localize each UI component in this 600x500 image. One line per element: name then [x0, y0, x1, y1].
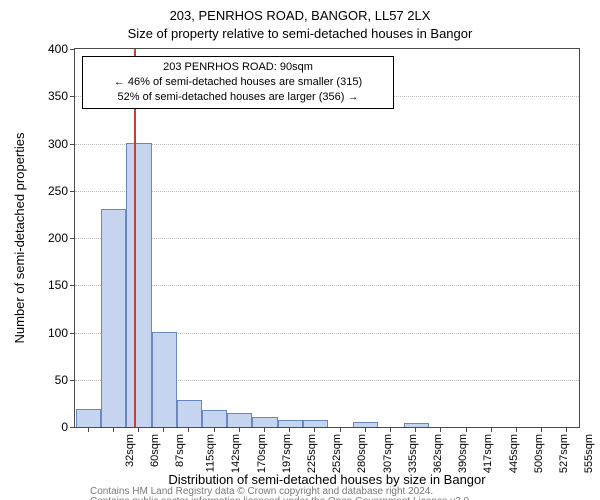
x-tick-mark: [415, 427, 416, 432]
x-tick-label: 60sqm: [149, 434, 161, 467]
y-tick-mark: [70, 285, 75, 286]
x-tick-label: 280sqm: [357, 434, 369, 473]
x-tick-label: 142sqm: [231, 434, 243, 473]
x-tick-mark: [264, 427, 265, 432]
y-tick-mark: [70, 144, 75, 145]
x-axis-label: Distribution of semi-detached houses by …: [74, 472, 580, 487]
x-tick-label: 87sqm: [174, 434, 186, 467]
x-tick-mark: [390, 427, 391, 432]
annotation-line: ← 46% of semi-detached houses are smalle…: [89, 75, 387, 90]
x-tick-mark: [214, 427, 215, 432]
annotation-box: 203 PENRHOS ROAD: 90sqm← 46% of semi-det…: [82, 56, 394, 109]
chart-title-line1: 203, PENRHOS ROAD, BANGOR, LL57 2LX: [0, 8, 600, 23]
x-tick-label: 500sqm: [533, 434, 545, 473]
y-tick-label: 350: [8, 89, 68, 103]
x-tick-label: 32sqm: [124, 434, 136, 467]
x-tick-label: 252sqm: [331, 434, 343, 473]
annotation-line: 203 PENRHOS ROAD: 90sqm: [89, 60, 387, 75]
x-tick-label: 335sqm: [407, 434, 419, 473]
bar: [152, 332, 177, 428]
bar: [126, 143, 151, 428]
x-tick-mark: [566, 427, 567, 432]
y-tick-label: 250: [8, 184, 68, 198]
x-tick-label: 307sqm: [382, 434, 394, 473]
x-tick-mark: [491, 427, 492, 432]
y-tick-mark: [70, 427, 75, 428]
y-tick-label: 50: [8, 373, 68, 387]
x-tick-mark: [466, 427, 467, 432]
bar: [303, 420, 328, 427]
x-tick-mark: [340, 427, 341, 432]
x-tick-mark: [239, 427, 240, 432]
x-tick-mark: [113, 427, 114, 432]
y-tick-label: 400: [8, 42, 68, 56]
x-tick-label: 390sqm: [457, 434, 469, 473]
bar: [177, 400, 202, 427]
x-tick-label: 170sqm: [256, 434, 268, 473]
y-tick-label: 300: [8, 137, 68, 151]
bar: [76, 409, 101, 427]
x-tick-mark: [88, 427, 89, 432]
x-tick-mark: [314, 427, 315, 432]
chart-container: 203, PENRHOS ROAD, BANGOR, LL57 2LX Size…: [0, 0, 600, 500]
y-tick-mark: [70, 380, 75, 381]
x-tick-mark: [163, 427, 164, 432]
x-tick-label: 527sqm: [558, 434, 570, 473]
x-tick-mark: [188, 427, 189, 432]
y-tick-label: 150: [8, 278, 68, 292]
x-tick-label: 417sqm: [483, 434, 495, 473]
y-tick-mark: [70, 238, 75, 239]
bar: [278, 420, 303, 427]
y-tick-label: 200: [8, 231, 68, 245]
x-tick-mark: [516, 427, 517, 432]
bar: [101, 209, 126, 427]
x-tick-mark: [138, 427, 139, 432]
x-tick-mark: [541, 427, 542, 432]
x-tick-label: 197sqm: [281, 434, 293, 473]
y-tick-label: 100: [8, 326, 68, 340]
y-tick-mark: [70, 96, 75, 97]
y-tick-mark: [70, 49, 75, 50]
footnote-line: Contains public sector information licen…: [90, 496, 472, 500]
x-tick-label: 555sqm: [583, 434, 595, 473]
chart-title-line2: Size of property relative to semi-detach…: [0, 26, 600, 41]
y-tick-label: 0: [8, 420, 68, 434]
bar: [202, 410, 227, 427]
x-tick-mark: [440, 427, 441, 432]
y-tick-mark: [70, 333, 75, 334]
x-tick-label: 445sqm: [508, 434, 520, 473]
x-tick-label: 115sqm: [205, 434, 217, 472]
x-tick-label: 225sqm: [306, 434, 318, 473]
bar: [252, 417, 277, 427]
x-tick-mark: [289, 427, 290, 432]
x-tick-mark: [365, 427, 366, 432]
x-tick-label: 362sqm: [432, 434, 444, 473]
bar: [227, 413, 252, 427]
y-tick-mark: [70, 191, 75, 192]
annotation-line: 52% of semi-detached houses are larger (…: [89, 90, 387, 105]
